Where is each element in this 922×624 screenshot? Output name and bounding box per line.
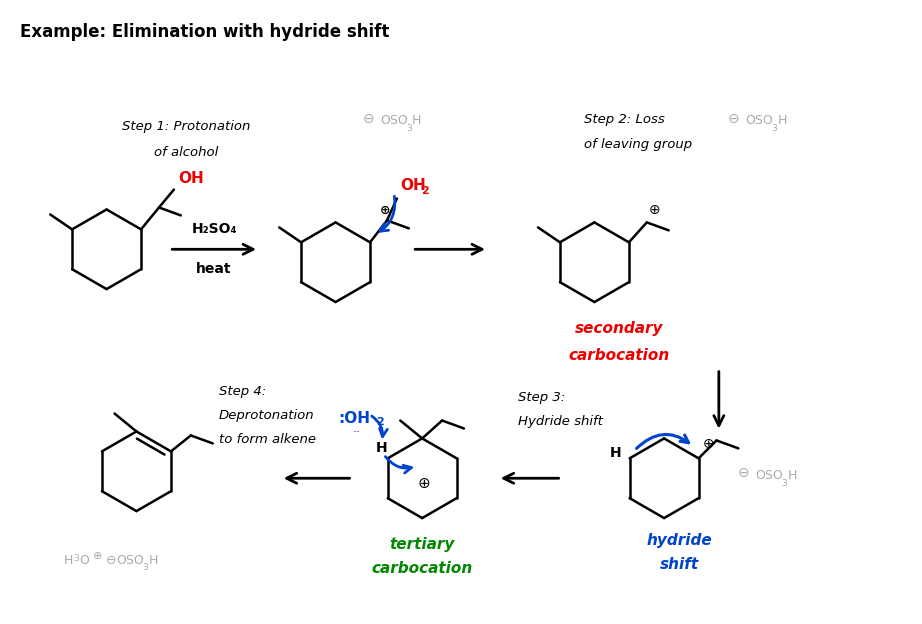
Text: H: H (64, 554, 73, 567)
Text: of leaving group: of leaving group (585, 139, 692, 151)
Text: Deprotonation: Deprotonation (219, 409, 314, 422)
Text: ⊖: ⊖ (728, 112, 739, 126)
Text: H: H (777, 114, 787, 127)
Text: Step 4:: Step 4: (219, 385, 266, 398)
Text: 3: 3 (772, 124, 777, 134)
Text: ⊕: ⊕ (418, 475, 431, 490)
Text: 3: 3 (407, 124, 412, 134)
Text: Step 3:: Step 3: (518, 391, 565, 404)
Text: to form alkene: to form alkene (219, 433, 316, 446)
Text: OSO: OSO (746, 114, 774, 127)
Text: ⊕: ⊕ (649, 203, 660, 217)
Text: ⊖: ⊖ (738, 466, 750, 480)
Text: H: H (787, 469, 797, 482)
Text: H: H (412, 114, 421, 127)
Text: H₂SO₄: H₂SO₄ (191, 222, 237, 236)
Text: Step 2: Loss: Step 2: Loss (585, 114, 665, 126)
Text: ⊖: ⊖ (106, 554, 116, 567)
Text: ⊕: ⊕ (92, 551, 102, 561)
Text: OSO: OSO (756, 469, 784, 482)
Text: OH: OH (178, 170, 204, 185)
Text: :OH: :OH (338, 411, 371, 426)
Text: ⊕: ⊕ (380, 203, 390, 217)
Text: Hydride shift: Hydride shift (518, 415, 603, 428)
Text: 3: 3 (782, 479, 787, 488)
Text: carbocation: carbocation (372, 562, 473, 577)
Text: ⊕: ⊕ (703, 437, 715, 451)
Text: hydride: hydride (646, 534, 712, 548)
Text: 3: 3 (74, 554, 79, 563)
Text: Step 1: Protonation: Step 1: Protonation (122, 120, 251, 134)
Text: H: H (609, 446, 621, 461)
Text: shift: shift (659, 557, 699, 572)
Text: OH: OH (400, 178, 426, 193)
Text: 2: 2 (376, 416, 384, 427)
Text: OSO: OSO (116, 554, 144, 567)
Text: Example: Elimination with hydride shift: Example: Elimination with hydride shift (20, 23, 389, 41)
Text: 3: 3 (142, 563, 148, 572)
Text: tertiary: tertiary (389, 537, 455, 552)
Text: ⊖: ⊖ (362, 112, 374, 126)
Text: OSO: OSO (381, 114, 408, 127)
Text: carbocation: carbocation (569, 348, 670, 363)
Text: heat: heat (196, 262, 231, 276)
Text: 2: 2 (420, 185, 429, 195)
Text: ··: ·· (352, 426, 361, 439)
Text: H: H (376, 441, 387, 456)
Text: of alcohol: of alcohol (154, 146, 219, 159)
Text: O: O (79, 554, 89, 567)
Text: H: H (148, 554, 158, 567)
Text: secondary: secondary (575, 321, 664, 336)
